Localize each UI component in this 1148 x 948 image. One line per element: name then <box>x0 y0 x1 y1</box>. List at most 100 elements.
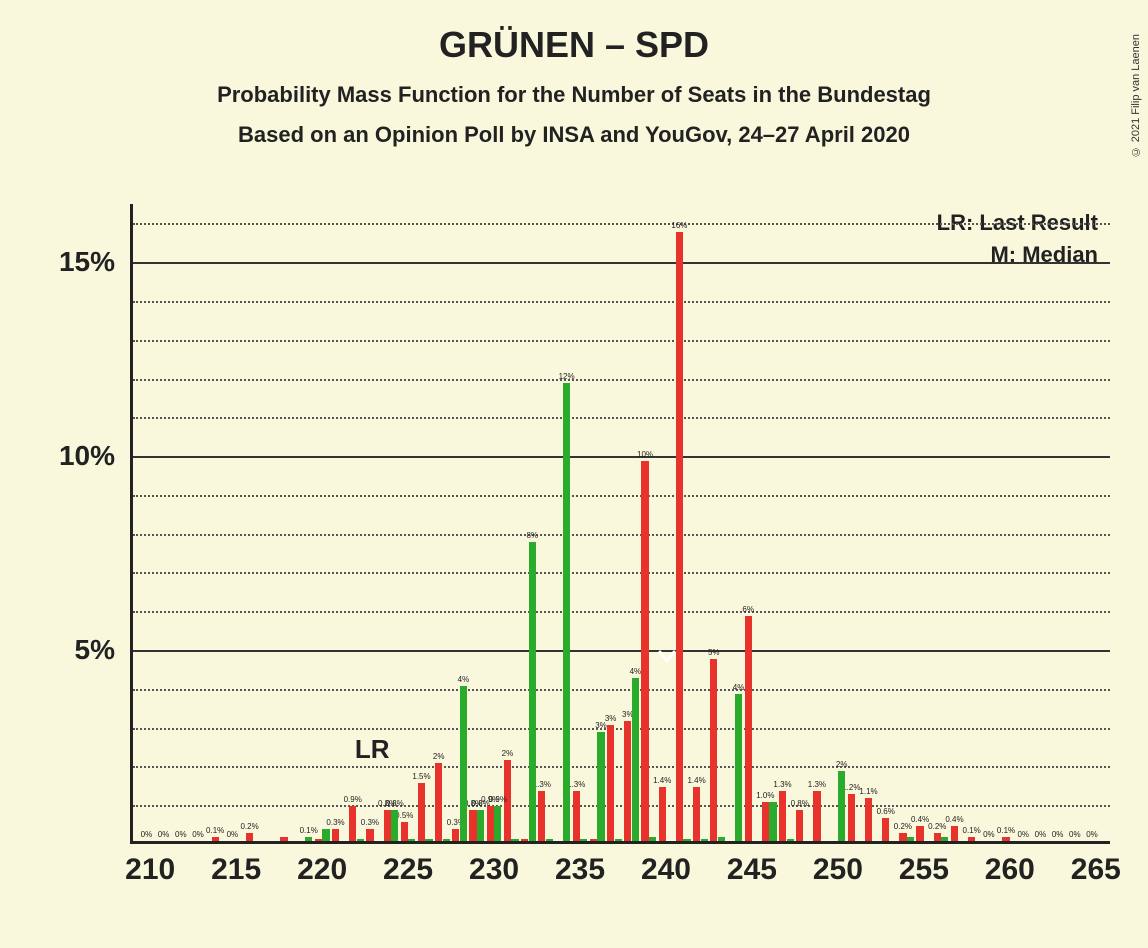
bar-red <box>384 810 391 841</box>
bar-green <box>735 694 742 841</box>
bar-red <box>452 829 459 841</box>
xtick-label: 245 <box>727 853 777 887</box>
bar-value-label: 1.4% <box>653 776 671 785</box>
bar-red <box>212 837 219 841</box>
gridline-minor <box>133 611 1110 613</box>
bar-red <box>624 721 631 841</box>
gridline-major <box>133 650 1110 652</box>
bar-value-label: 0% <box>1069 830 1081 839</box>
gridline-minor <box>133 340 1110 342</box>
bar-red <box>435 763 442 841</box>
bar-value-label: 1.1% <box>859 787 877 796</box>
bar-red <box>315 839 322 841</box>
bar-red <box>659 787 666 841</box>
bar-green <box>477 810 484 841</box>
gridline-minor <box>133 805 1110 807</box>
bar-value-label: 0% <box>192 830 204 839</box>
chart-title: GRÜNEN – SPD <box>0 24 1148 66</box>
bar-value-label: 0% <box>1017 830 1029 839</box>
bar-value-label: 4% <box>733 683 745 692</box>
bar-red <box>968 837 975 841</box>
ytick-label: 10% <box>35 440 115 472</box>
ytick-label: 15% <box>35 246 115 278</box>
bar-red <box>641 461 648 841</box>
bar-value-label: 0.1% <box>206 826 224 835</box>
bar-value-label: 0.3% <box>361 818 379 827</box>
bar-red <box>487 806 494 841</box>
bar-red <box>366 829 373 841</box>
bar-value-label: 0% <box>1086 830 1098 839</box>
bar-value-label: 4% <box>630 667 642 676</box>
xtick-label: 225 <box>383 853 433 887</box>
bar-value-label: 0.1% <box>963 826 981 835</box>
gridline-minor <box>133 572 1110 574</box>
bar-green <box>460 686 467 841</box>
bar-value-label: 0.6% <box>877 807 895 816</box>
bar-green <box>511 839 518 841</box>
bar-value-label: 0% <box>158 830 170 839</box>
gridline-major <box>133 456 1110 458</box>
bar-value-label: 3% <box>595 721 607 730</box>
bar-value-label: 8% <box>526 531 538 540</box>
bar-green <box>443 839 450 841</box>
bar-value-label: 0% <box>141 830 153 839</box>
bar-green <box>546 839 553 841</box>
bar-value-label: 0.9% <box>489 795 507 804</box>
bar-green <box>632 678 639 841</box>
gridline-minor <box>133 301 1110 303</box>
xtick-label: 230 <box>469 853 519 887</box>
bar-green <box>701 839 708 841</box>
gridline-minor <box>133 766 1110 768</box>
bar-red <box>607 725 614 841</box>
chart-subtitle-2: Based on an Opinion Poll by INSA and You… <box>0 122 1148 148</box>
xtick-label: 235 <box>555 853 605 887</box>
bar-red <box>573 791 580 841</box>
bar-value-label: 0.1% <box>300 826 318 835</box>
gridline-minor <box>133 223 1110 225</box>
median-marker <box>658 650 674 666</box>
bar-red <box>590 839 597 841</box>
bar-value-label: 6% <box>742 605 754 614</box>
legend: LR: Last Result M: Median <box>937 210 1098 274</box>
xtick-label: 220 <box>297 853 347 887</box>
bar-green <box>683 839 690 841</box>
bar-green <box>597 732 604 841</box>
ytick-label: 5% <box>35 634 115 666</box>
chart-container: LR: Last Result M: Median 5%10%15%210215… <box>40 204 1120 904</box>
bar-value-label: 0% <box>1035 830 1047 839</box>
bar-value-label: 0.2% <box>240 822 258 831</box>
bar-value-label: 0.2% <box>894 822 912 831</box>
bar-value-label: 2% <box>836 760 848 769</box>
bar-value-label: 4% <box>458 675 470 684</box>
bar-red <box>951 826 958 842</box>
bar-green <box>787 839 794 841</box>
bar-red <box>745 616 752 841</box>
bar-green <box>615 839 622 841</box>
bar-value-label: 10% <box>637 450 653 459</box>
bar-value-label: 0% <box>983 830 995 839</box>
gridline-major <box>133 262 1110 264</box>
bar-value-label: 0% <box>1052 830 1064 839</box>
bar-red <box>469 810 476 841</box>
bar-value-label: 0.8% <box>386 799 404 808</box>
bar-red <box>813 791 820 841</box>
bar-red <box>710 659 717 841</box>
xtick-label: 260 <box>985 853 1035 887</box>
bar-red <box>280 837 287 841</box>
gridline-minor <box>133 417 1110 419</box>
bar-red <box>693 787 700 841</box>
bar-value-label: 1.3% <box>808 780 826 789</box>
bar-red <box>796 810 803 841</box>
copyright-label: © 2021 Filip van Laenen <box>1130 34 1142 157</box>
xtick-label: 255 <box>899 853 949 887</box>
bar-green <box>391 810 398 841</box>
bar-green <box>305 837 312 841</box>
bar-value-label: 1.3% <box>773 780 791 789</box>
bar-value-label: 0.2% <box>928 822 946 831</box>
bar-red <box>779 791 786 841</box>
bar-red <box>882 818 889 841</box>
gridline-minor <box>133 689 1110 691</box>
bar-green <box>649 837 656 841</box>
bar-red <box>676 232 683 841</box>
xtick-label: 210 <box>125 853 175 887</box>
